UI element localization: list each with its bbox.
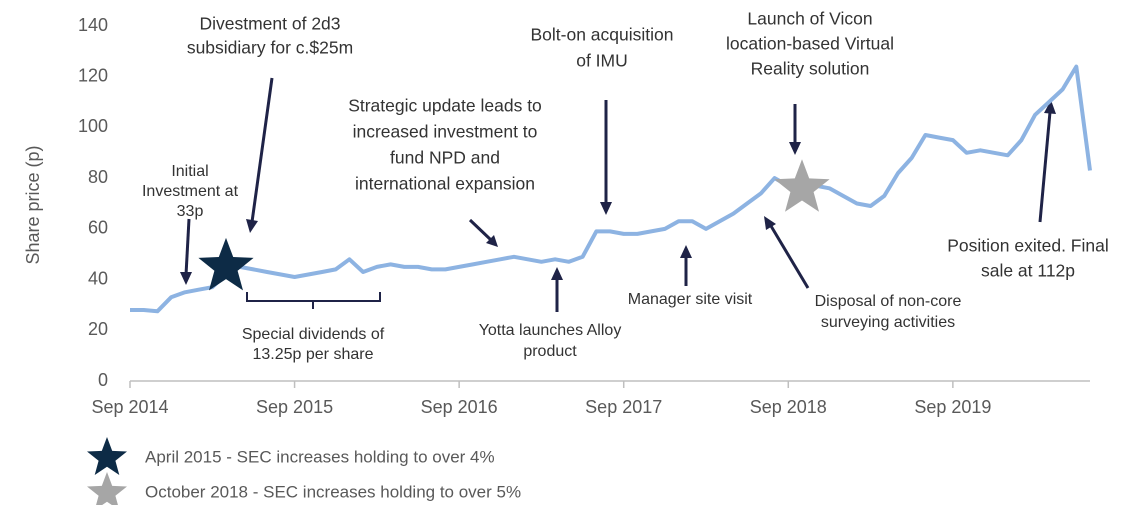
legend-label: October 2018 - SEC increases holding to … <box>145 482 521 501</box>
y-axis-label: Share price (p) <box>23 145 43 264</box>
annotation: Initial <box>171 163 208 180</box>
legend-star <box>87 472 127 505</box>
annotation: fund NPD and <box>390 148 500 168</box>
annotation: Divestment of 2d3 <box>199 14 340 34</box>
event-star <box>774 159 830 212</box>
arrow <box>1038 111 1052 223</box>
x-tick-label: Sep 2018 <box>750 397 827 417</box>
legend-star <box>87 437 127 475</box>
x-tick-label: Sep 2019 <box>914 397 991 417</box>
x-tick-label: Sep 2014 <box>91 397 168 417</box>
annotation: international expansion <box>355 174 535 194</box>
annotation: Launch of Vicon <box>747 9 872 29</box>
annotation: 13.25p per share <box>253 346 374 363</box>
annotation: surveying activities <box>821 314 955 331</box>
arrow-head <box>551 267 563 280</box>
y-tick-label: 60 <box>88 218 108 238</box>
arrow-head <box>789 142 801 155</box>
arrow <box>184 218 191 276</box>
arrow <box>250 77 274 223</box>
arrow-head <box>600 202 612 215</box>
x-tick-label: Sep 2015 <box>256 397 333 417</box>
x-tick-label: Sep 2016 <box>421 397 498 417</box>
annotation: sale at 112p <box>981 261 1075 281</box>
bracket <box>246 292 381 309</box>
annotation: subsidiary for c.$25m <box>187 38 353 58</box>
annotation: Disposal of non-core <box>815 293 962 310</box>
y-tick-label: 140 <box>78 15 108 35</box>
annotation: Special dividends of <box>242 326 385 343</box>
y-tick-label: 0 <box>98 370 108 390</box>
annotation: Reality solution <box>751 59 870 79</box>
annotation: Manager site visit <box>628 291 753 308</box>
arrow-head <box>486 235 498 247</box>
event-star <box>198 237 254 291</box>
arrow-head <box>180 272 192 285</box>
arrow <box>468 218 493 242</box>
arrow-head <box>680 245 692 258</box>
annotation: 33p <box>177 203 204 220</box>
annotation: product <box>523 343 577 360</box>
annotation: Bolt-on acquisition <box>531 25 674 45</box>
x-tick-label: Sep 2017 <box>585 397 662 417</box>
y-tick-label: 40 <box>88 268 108 288</box>
annotation: increased investment to <box>353 122 538 142</box>
y-tick-label: 20 <box>88 319 108 339</box>
annotation: Yotta launches Alloy <box>479 322 622 339</box>
annotation: Strategic update leads to <box>348 96 542 116</box>
legend-label: April 2015 - SEC increases holding to ov… <box>145 447 495 466</box>
arrow-head <box>1044 100 1056 114</box>
annotation: location-based Virtual <box>726 34 894 54</box>
arrow-head <box>246 219 258 233</box>
annotation-arrows <box>180 77 1056 312</box>
annotation: of IMU <box>576 51 628 71</box>
arrow-head <box>764 216 776 230</box>
y-tick-label: 80 <box>88 167 108 187</box>
price-line <box>130 64 1092 314</box>
annotation: Position exited. Final <box>947 236 1108 256</box>
y-tick-label: 120 <box>78 65 108 85</box>
annotation: Investment at <box>142 183 239 200</box>
arrow <box>769 225 810 289</box>
y-tick-label: 100 <box>78 116 108 136</box>
